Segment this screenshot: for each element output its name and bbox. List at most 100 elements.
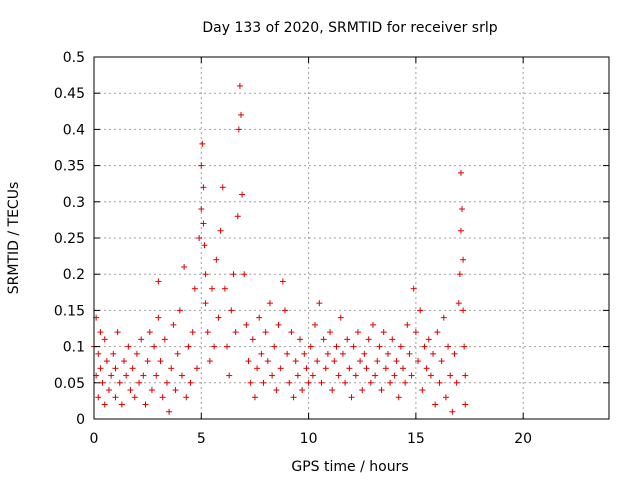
data-point (320, 336, 327, 343)
x-tick-label: 20 (514, 431, 532, 447)
data-point (136, 379, 143, 386)
data-point (204, 329, 211, 336)
x-tick-label: 15 (407, 431, 425, 447)
data-point (103, 358, 110, 365)
data-point (114, 329, 121, 336)
data-point (421, 343, 428, 350)
y-tick-label: 0 (76, 412, 85, 428)
data-point (284, 350, 291, 357)
data-point (266, 300, 273, 307)
data-point (202, 300, 209, 307)
data-point (365, 336, 372, 343)
data-point (322, 365, 329, 372)
data-point (297, 336, 303, 343)
data-point (262, 329, 269, 336)
data-point (237, 111, 244, 118)
data-point (243, 321, 250, 328)
y-axis-label: SRMTID / TECUs (6, 182, 22, 295)
data-point (402, 379, 409, 386)
data-point (189, 329, 196, 336)
data-point (348, 394, 355, 401)
data-point (217, 227, 224, 234)
data-point (453, 379, 460, 386)
data-point (378, 387, 385, 394)
data-point (462, 372, 469, 379)
data-point (230, 271, 237, 278)
data-point (228, 307, 235, 314)
x-tick-label: 0 (90, 431, 99, 447)
data-point (185, 343, 192, 350)
data-point (410, 285, 417, 292)
data-point (112, 365, 119, 372)
x-tick-labels: 0 5 10 15 20 (90, 431, 533, 447)
data-point (447, 372, 454, 379)
data-point (142, 401, 149, 408)
data-point (258, 350, 265, 357)
data-point (412, 329, 419, 336)
y-tick-label: 0.3 (63, 195, 85, 211)
data-point (361, 350, 368, 357)
y-tick-label: 0.1 (63, 340, 85, 356)
data-point (438, 358, 445, 365)
y-tick-label: 0.25 (54, 231, 85, 247)
y-tick-label: 0.05 (54, 376, 85, 392)
data-point (333, 343, 340, 350)
data-point (350, 343, 357, 350)
data-point (106, 387, 113, 394)
data-point (434, 329, 441, 336)
data-point (131, 394, 138, 401)
data-point (151, 343, 158, 350)
data-point (461, 343, 468, 350)
data-point (112, 394, 119, 401)
data-point (121, 358, 128, 365)
data-point (312, 321, 319, 328)
data-point (354, 329, 361, 336)
data-point (363, 365, 370, 372)
data-point (110, 350, 117, 357)
data-point (133, 350, 140, 357)
data-point (456, 271, 463, 278)
data-points (91, 82, 469, 415)
data-point (196, 235, 203, 241)
data-point (249, 336, 256, 343)
data-point (417, 307, 424, 314)
y-tick-label: 0.2 (63, 267, 85, 283)
data-point (457, 227, 464, 234)
data-point (301, 350, 308, 357)
data-point (436, 379, 443, 386)
data-point (95, 350, 102, 357)
data-point (299, 387, 306, 394)
plot-frame (93, 56, 610, 420)
data-point (423, 365, 430, 372)
data-point (213, 256, 220, 263)
data-point (440, 314, 447, 321)
data-point (118, 401, 125, 408)
data-point (199, 140, 206, 147)
x-tick-label: 5 (197, 431, 206, 447)
data-point (181, 263, 188, 270)
data-point (269, 372, 276, 379)
data-point (391, 372, 398, 379)
data-point (234, 213, 241, 220)
data-point (163, 379, 170, 386)
data-point (305, 379, 312, 386)
data-point (178, 372, 185, 379)
y-tick-label: 0.15 (54, 303, 85, 319)
y-tick-label: 0.4 (63, 122, 85, 138)
data-point (211, 343, 218, 350)
axis-ticks (93, 56, 609, 420)
data-point (271, 343, 278, 350)
data-point (125, 343, 132, 350)
data-point (116, 379, 123, 386)
data-point (241, 271, 248, 278)
data-point (460, 256, 467, 263)
data-point (273, 387, 280, 394)
data-point (172, 387, 179, 394)
data-point (387, 379, 394, 386)
data-point (146, 329, 153, 336)
data-point (369, 321, 376, 328)
data-point (254, 365, 261, 372)
data-point (138, 336, 145, 343)
data-point (459, 206, 466, 213)
data-point (245, 358, 252, 365)
